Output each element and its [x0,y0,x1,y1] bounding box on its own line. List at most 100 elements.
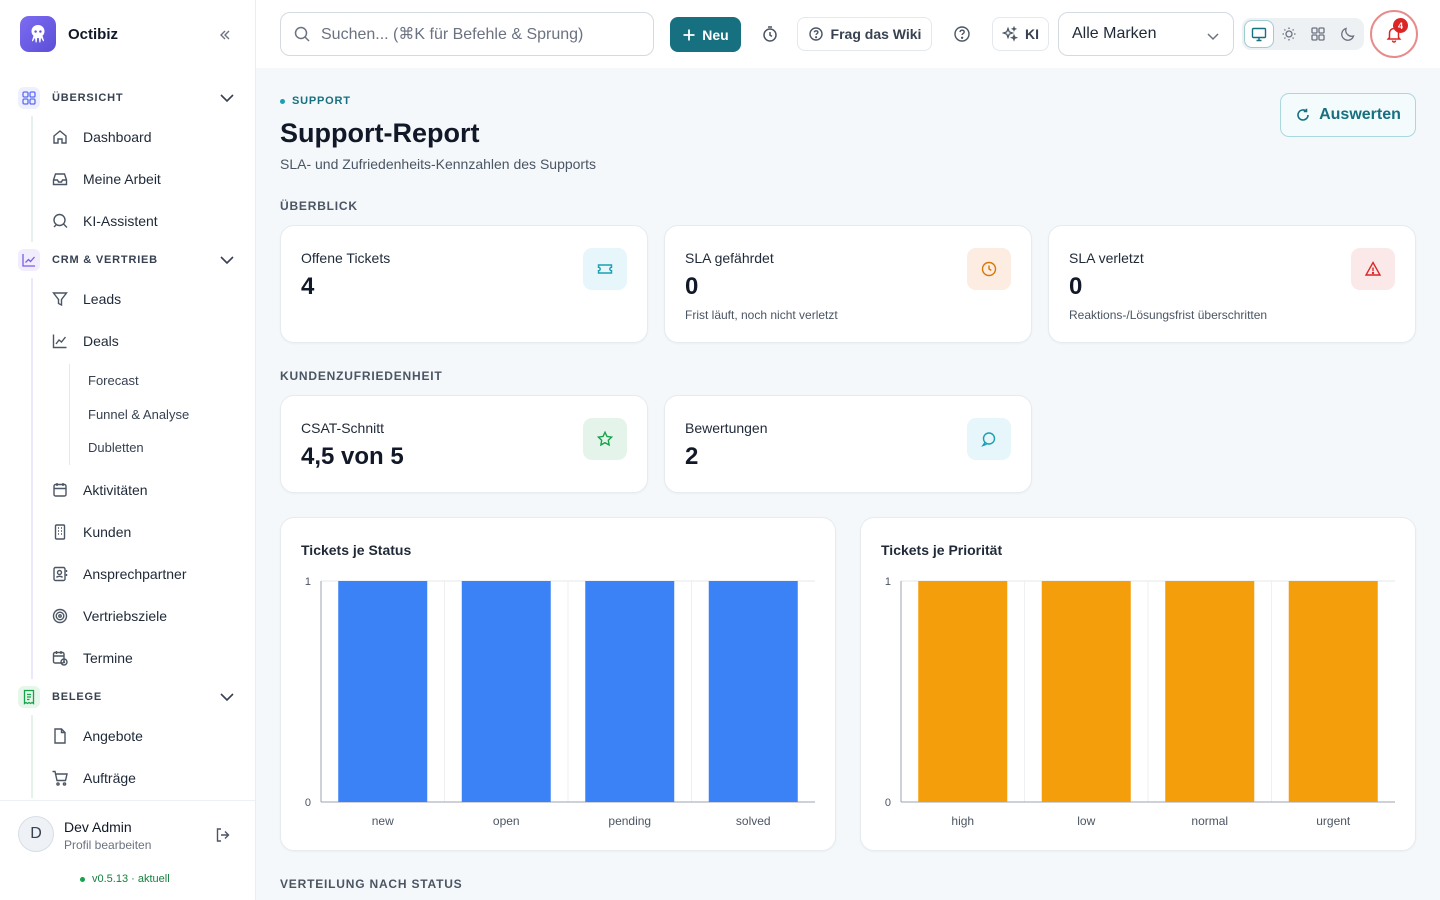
moon-icon[interactable] [1334,21,1362,47]
main-nav: ÜBERSICHT Dashboard Meine Arbeit KI-Assi… [0,80,256,798]
kpi-value: 4 [301,273,315,300]
kpi-csat-average: CSAT-Schnitt 4,5 von 5 [280,395,648,493]
version-label: v0.5.13 · aktuell [92,873,170,885]
main-content: SUPPORT Support-Report SLA- und Zufriede… [256,68,1440,900]
octopus-logo-icon [20,16,56,52]
chat-search-icon [53,213,68,228]
target-icon [52,608,68,623]
sidebar-item-sales-goals[interactable]: Vertriebsziele [33,595,256,637]
x-tick-label: low [1077,814,1095,828]
sidebar: Octibiz ÜBERSICHT Dashboard Meine Arbeit [0,0,256,900]
sidebar-item-ai-assistant[interactable]: KI-Assistent [33,200,256,242]
x-tick-label: high [951,814,974,828]
kpi-open-tickets: Offene Tickets 4 [280,225,648,343]
bar-normal[interactable] [1165,581,1255,802]
trend-chart-icon [52,334,67,349]
bar-high[interactable] [918,581,1008,802]
sidebar-item-my-work[interactable]: Meine Arbeit [33,158,256,200]
sidebar-subitem-duplicates[interactable]: Dubletten [88,440,144,456]
sidebar-item-label: KI-Assistent [83,213,158,229]
sidebar-item-appointments[interactable]: Termine [33,637,256,679]
section-csat: KUNDENZUFRIEDENHEIT [280,369,443,383]
sidebar-item-leads[interactable]: Leads [33,278,256,320]
filter-icon [52,292,68,307]
chat-bubble-icon [967,418,1011,460]
sidebar-item-customers[interactable]: Kunden [33,511,256,553]
kpi-sla-breached: SLA verletzt 0 Reaktions-/Lösungsfrist ü… [1048,225,1416,343]
sidebar-item-dashboard[interactable]: Dashboard [33,116,256,158]
chevron-down-icon[interactable] [218,89,236,107]
sidebar-item-quotes[interactable]: Angebote [33,715,256,757]
ask-wiki-button[interactable]: Frag das Wiki [797,17,932,51]
nav-group-label: BELEGE [52,690,103,703]
sidebar-item-label: Aktivitäten [83,481,148,498]
brand[interactable]: Octibiz [20,16,236,52]
timer-icon[interactable] [758,22,782,46]
app-name: Octibiz [68,25,119,43]
sidebar-item-label: Kunden [83,523,132,540]
clock-icon [967,248,1011,290]
star-icon [583,418,627,460]
sun-icon[interactable] [1275,21,1303,47]
bar-open[interactable] [461,581,551,802]
nav-group-label: ÜBERSICHT [52,92,124,104]
ai-button[interactable]: KI [992,17,1049,51]
sidebar-item-label: Meine Arbeit [83,171,161,187]
kpi-value: 0 [685,273,699,300]
page-subtitle: SLA- und Zufriedenheits-Kennzahlen des S… [280,156,596,172]
chart-card-status: Tickets je Status 0 1 new open pending solved [280,517,836,851]
help-icon[interactable] [950,22,974,46]
sidebar-item-deals[interactable]: Deals [33,320,256,362]
kpi-note: Frist läuft, noch nicht verletzt [685,308,838,322]
chart-card-priority: Tickets je Priorität 0 1 high low normal urge… [860,517,1416,851]
sidebar-item-label: Deals [83,333,119,349]
warning-triangle-icon [1351,248,1395,290]
chevron-down-icon[interactable] [218,688,236,706]
sidebar-item-orders[interactable]: Aufträge [33,757,256,799]
chevron-down-icon[interactable] [218,251,236,269]
new-button[interactable]: Neu [670,17,741,52]
kpi-label: SLA gefährdet [685,250,774,266]
bar-solved[interactable] [708,581,798,802]
section-overview: ÜBERBLICK [280,199,358,213]
nav-group-label: CRM & VERTRIEB [52,254,158,266]
building-icon [54,523,66,540]
page-eyebrow: SUPPORT [280,95,351,107]
sidebar-item-label: Leads [83,291,122,307]
kpi-label: Bewertungen [685,420,768,436]
y-tick-label: 1 [885,576,891,588]
notifications-button[interactable]: 4 [1370,10,1418,58]
chart-tickets-by-priority: 0 1 high low normal urgent [885,576,1395,828]
sidebar-item-activities[interactable]: Aktivitäten [33,469,256,511]
sidebar-subitem-funnel[interactable]: Funnel & Analyse [88,406,190,422]
eyebrow-dot [280,98,285,104]
edit-profile-link[interactable]: Profil bearbeiten [64,838,152,852]
layout-grid-icon[interactable] [1305,21,1333,47]
nav-group-documents[interactable]: BELEGE [0,679,256,715]
logout-icon[interactable] [214,826,232,844]
ai-label: KI [1025,26,1039,42]
grid-icon [18,87,40,109]
evaluate-button[interactable]: Auswerten [1280,93,1416,137]
bar-new[interactable] [338,581,428,802]
monitor-icon[interactable] [1245,21,1273,47]
kpi-value: 4,5 von 5 [301,443,404,470]
bar-urgent[interactable] [1288,581,1378,802]
sidebar-item-contacts[interactable]: Ansprechpartner [33,553,256,595]
nav-group-crm[interactable]: CRM & VERTRIEB [0,242,256,278]
brand-select[interactable]: Alle Marken [1058,12,1234,56]
nav-group-overview[interactable]: ÜBERSICHT [0,80,256,116]
avatar[interactable]: D [18,816,54,852]
sidebar-subitem-forecast[interactable]: Forecast [88,373,139,389]
sidebar-item-label: Aufträge [83,769,136,786]
chart-title: Tickets je Status [301,542,412,558]
y-tick-label: 0 [885,797,891,809]
bar-low[interactable] [1041,581,1131,802]
eyebrow-label: SUPPORT [292,95,351,107]
search-input[interactable]: Suchen... (⌘K für Befehle & Sprung) [280,12,654,56]
user-panel[interactable]: D Dev Admin Profil bearbeiten v0.5.13 · … [0,800,256,900]
new-button-label: Neu [702,26,729,43]
bar-pending[interactable] [585,581,675,802]
nav-group-items: Leads Deals Forecast Funnel & Analyse Du… [31,278,256,679]
collapse-sidebar-icon[interactable] [214,24,236,46]
